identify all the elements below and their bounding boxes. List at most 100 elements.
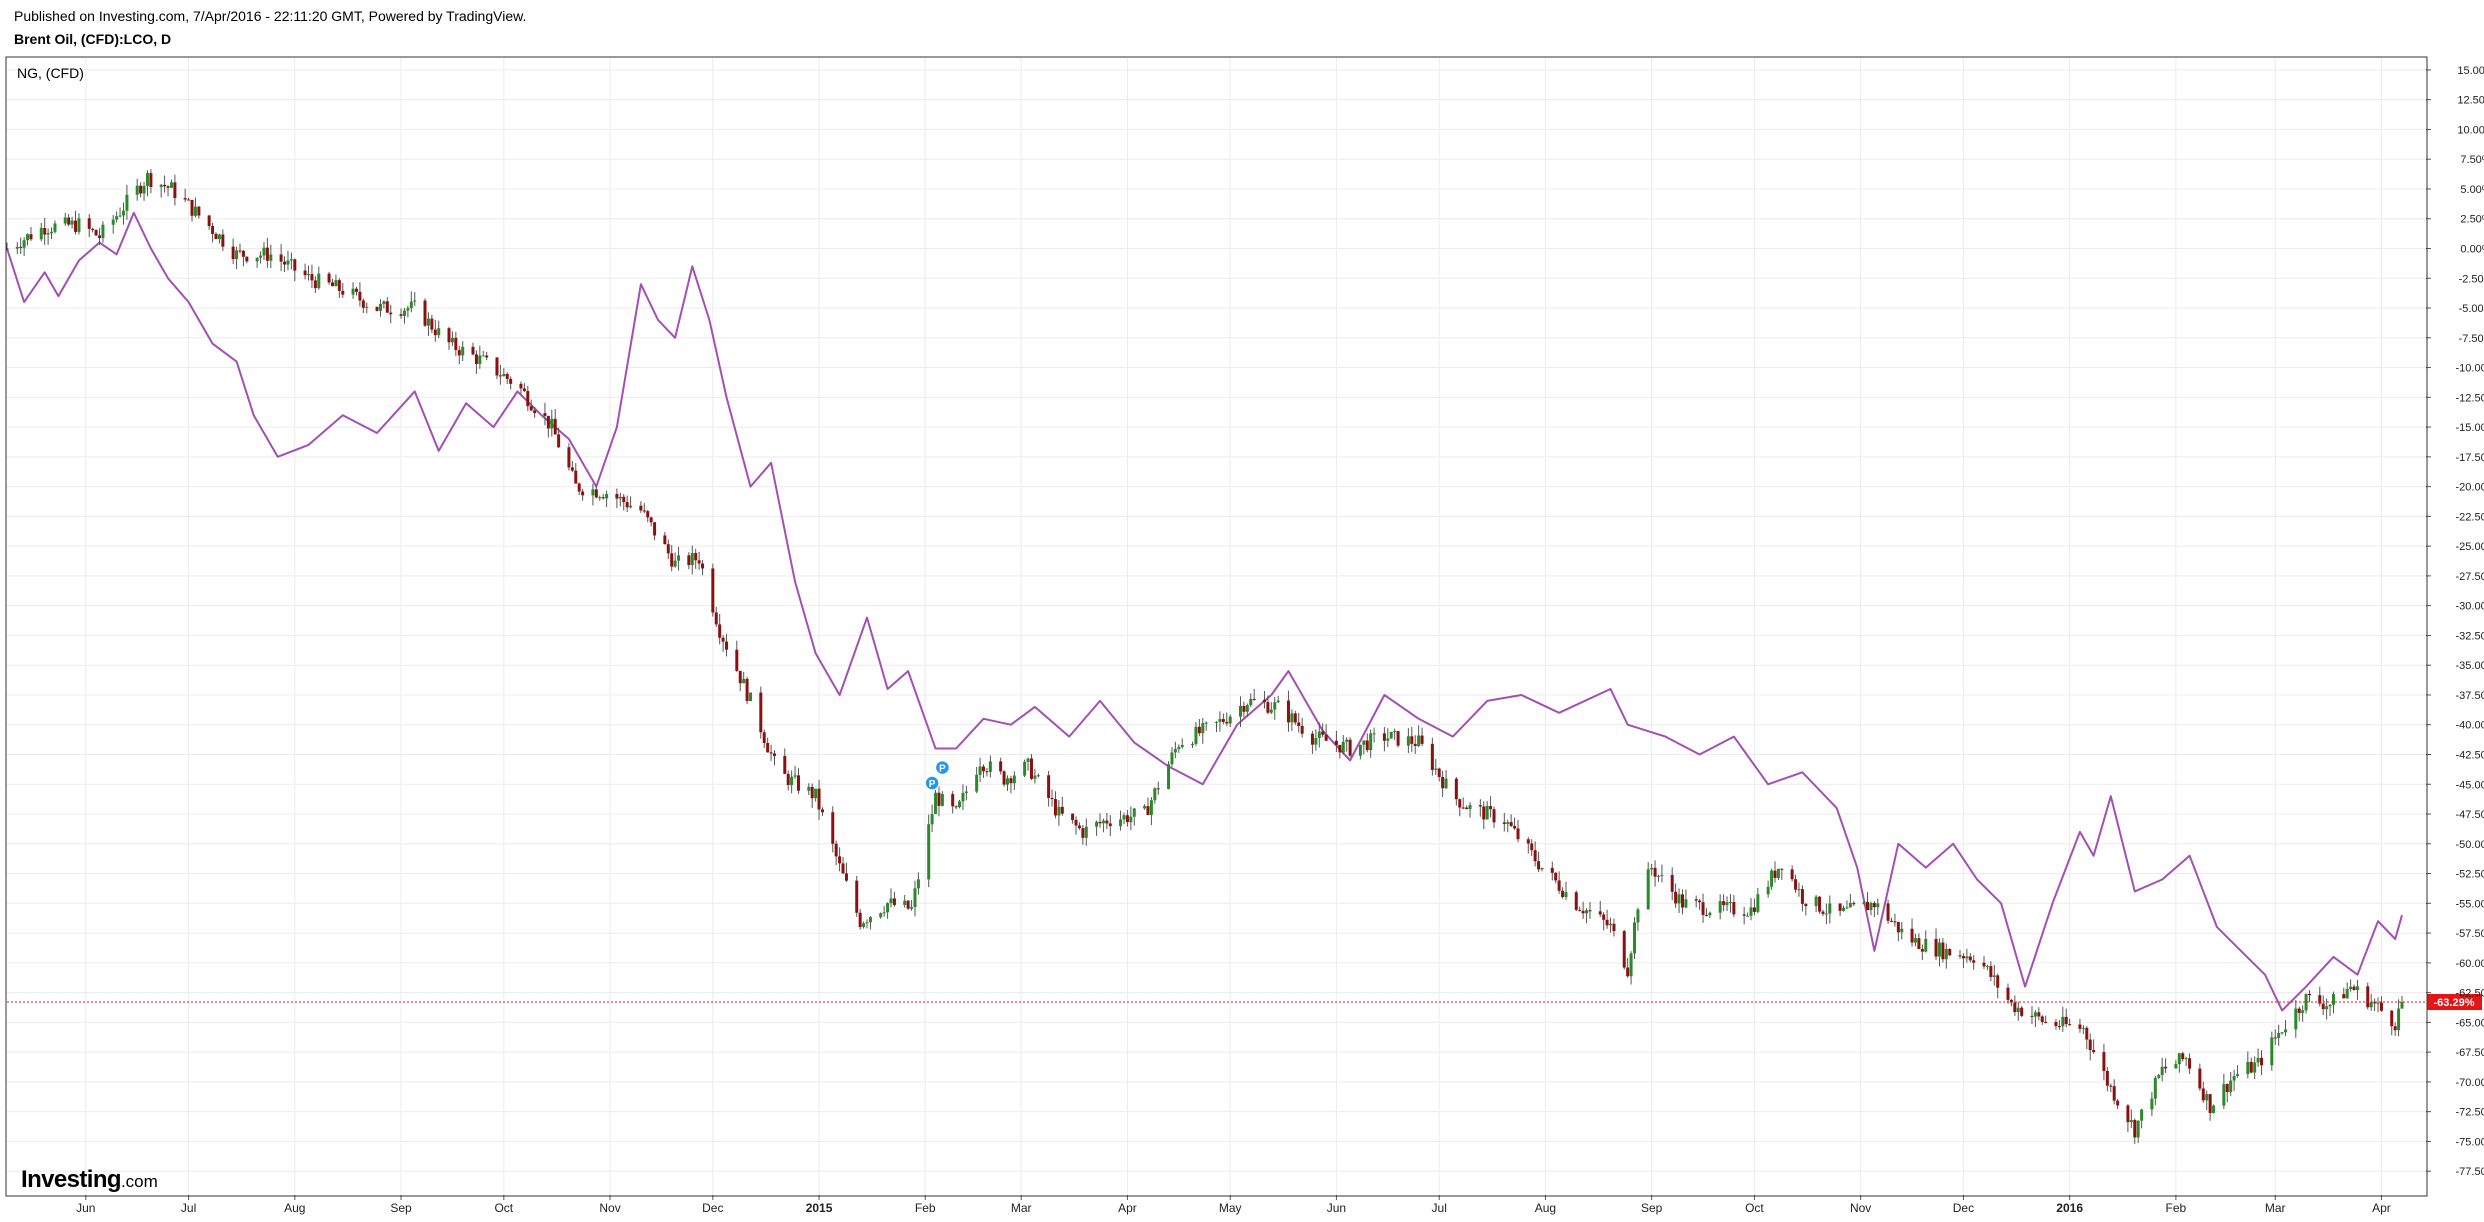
candle-body bbox=[1143, 806, 1147, 809]
candle bbox=[1177, 744, 1181, 753]
event-marker[interactable]: P bbox=[934, 759, 951, 776]
event-marker-dot bbox=[934, 759, 951, 776]
candle-body bbox=[402, 310, 406, 316]
candle bbox=[1900, 922, 1904, 940]
x-tick-label: Jul bbox=[1432, 1201, 1447, 1215]
candle bbox=[1444, 770, 1448, 789]
candle-body bbox=[63, 217, 67, 224]
candle-body bbox=[2205, 1094, 2209, 1101]
candle bbox=[910, 899, 914, 911]
candle-body bbox=[1516, 828, 1520, 840]
candle bbox=[1273, 696, 1277, 720]
candle-body bbox=[1509, 822, 1513, 826]
candle-body bbox=[1108, 823, 1112, 827]
candle-body bbox=[910, 906, 914, 909]
event-markers[interactable]: PP bbox=[924, 759, 951, 791]
candle-body bbox=[646, 511, 650, 518]
x-tick-label: Jun bbox=[76, 1201, 95, 1215]
candle bbox=[1985, 964, 1989, 971]
candle bbox=[331, 279, 335, 287]
candle-body bbox=[2198, 1068, 2202, 1089]
candle-body bbox=[814, 788, 818, 799]
candle bbox=[43, 217, 47, 245]
candle bbox=[2109, 1083, 2113, 1093]
candle bbox=[2006, 983, 2010, 1004]
candle-body bbox=[2208, 1094, 2212, 1113]
candle bbox=[2153, 1075, 2157, 1106]
x-tick-label: Oct bbox=[1745, 1201, 1764, 1215]
candle-body bbox=[39, 228, 43, 240]
y-tick-label: -60.00% bbox=[2456, 958, 2484, 970]
candle bbox=[1201, 717, 1205, 744]
candle bbox=[951, 791, 955, 814]
candle-body bbox=[313, 280, 317, 289]
candle bbox=[1660, 864, 1664, 883]
candle-body bbox=[1146, 806, 1150, 815]
candle bbox=[2373, 998, 2377, 1012]
candle bbox=[173, 174, 177, 206]
candle bbox=[118, 207, 122, 218]
candle bbox=[1742, 906, 1746, 925]
candle-body bbox=[2044, 1021, 2048, 1023]
candle bbox=[307, 265, 311, 281]
candle bbox=[1074, 816, 1078, 835]
candle bbox=[2331, 991, 2335, 1014]
candle-body bbox=[1742, 914, 1746, 916]
candle-body bbox=[735, 649, 739, 671]
candle-body bbox=[1249, 698, 1253, 706]
candle bbox=[1297, 712, 1301, 733]
candle bbox=[358, 282, 362, 307]
candle bbox=[2201, 1081, 2205, 1103]
y-tick-label: -30.00% bbox=[2456, 601, 2484, 613]
candle-body bbox=[913, 888, 917, 907]
event-marker[interactable]: P bbox=[924, 775, 940, 791]
candle-body bbox=[574, 470, 578, 484]
candle-body bbox=[1276, 700, 1280, 703]
candle bbox=[844, 862, 848, 882]
candle-body bbox=[982, 766, 986, 772]
y-tick-label: -25.00% bbox=[2456, 541, 2484, 553]
candle bbox=[711, 563, 715, 617]
candle bbox=[279, 244, 283, 272]
candle-body bbox=[1290, 713, 1294, 723]
candle-body bbox=[1886, 903, 1890, 921]
candle bbox=[2393, 1022, 2397, 1036]
candle bbox=[1530, 839, 1534, 856]
candle bbox=[1862, 901, 1866, 905]
candle-body bbox=[77, 218, 81, 232]
y-tick-label: 12.50% bbox=[2457, 95, 2484, 107]
candle bbox=[930, 804, 934, 833]
candle-body bbox=[1334, 740, 1338, 745]
candle-body bbox=[985, 771, 989, 773]
candle-body bbox=[358, 291, 362, 301]
candle-body bbox=[961, 792, 965, 802]
candle bbox=[1228, 714, 1232, 727]
candle bbox=[1382, 727, 1386, 752]
candle bbox=[5, 242, 9, 250]
candle-body bbox=[1362, 740, 1366, 745]
candle bbox=[2057, 1019, 2061, 1030]
candle bbox=[1410, 726, 1414, 752]
y-tick-label: -62.50% bbox=[2456, 988, 2484, 1000]
candle bbox=[2277, 1024, 2281, 1046]
candle-body bbox=[217, 234, 221, 240]
candle bbox=[663, 532, 667, 545]
candle bbox=[581, 488, 585, 501]
candle-body bbox=[1996, 975, 2000, 988]
x-tick-label: Feb bbox=[915, 1201, 936, 1215]
candle-body bbox=[694, 552, 698, 561]
candle-body bbox=[461, 346, 465, 356]
candle bbox=[1910, 918, 1914, 947]
candle-body bbox=[2301, 1010, 2305, 1013]
candle-body bbox=[2009, 999, 2013, 1003]
candle bbox=[1948, 948, 1952, 956]
candle-body bbox=[598, 497, 602, 499]
candle-body bbox=[934, 792, 938, 815]
candle bbox=[985, 767, 989, 777]
candle-body bbox=[361, 300, 365, 308]
candle bbox=[533, 407, 537, 418]
candle-body bbox=[1828, 903, 1832, 914]
candle-body bbox=[1310, 733, 1314, 745]
candle-body bbox=[1989, 966, 1993, 977]
